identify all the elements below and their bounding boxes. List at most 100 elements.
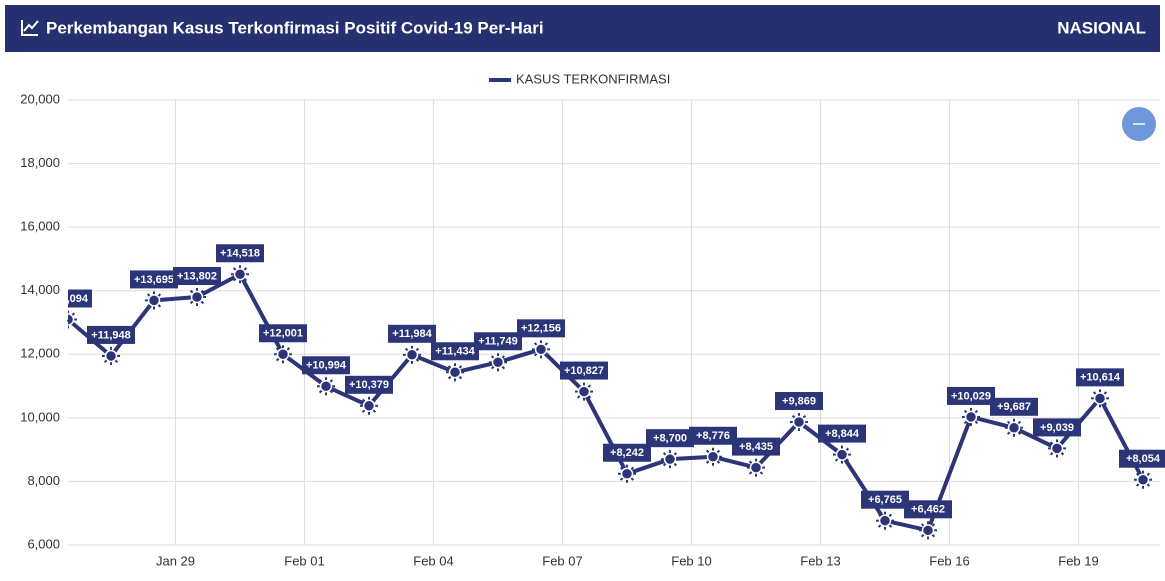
- value-label-box: [861, 490, 909, 509]
- point-marker: [1136, 473, 1150, 486]
- point-marker: [534, 343, 548, 356]
- y-tick-label: 10,000: [20, 409, 60, 424]
- value-label-box: [388, 324, 436, 343]
- y-tick-label: 20,000: [20, 91, 60, 106]
- x-tick-label: Feb 13: [800, 553, 840, 568]
- marker-spike: [68, 319, 69, 321]
- x-tick-label: Feb 16: [929, 553, 969, 568]
- value-label: +8,776: [696, 430, 730, 442]
- point-marker: [921, 524, 935, 537]
- x-tick-label: Jan 29: [156, 553, 195, 568]
- point-marker: [362, 399, 376, 413]
- point-marker: [276, 348, 290, 361]
- y-tick-label: 8,000: [27, 473, 60, 488]
- value-label-box: [302, 356, 350, 375]
- value-label-box: [216, 244, 264, 263]
- value-label: +8,435: [739, 441, 773, 453]
- value-label: +10,994: [306, 360, 347, 372]
- series-line: [66, 272, 1145, 533]
- value-label: +10,827: [564, 365, 604, 377]
- value-label-box: [345, 375, 393, 394]
- point-marker: [68, 313, 75, 326]
- point-marker: [405, 348, 419, 362]
- x-tick-label: Feb 04: [413, 553, 453, 568]
- value-label-box: [87, 325, 135, 344]
- value-label: +11,984: [392, 328, 432, 340]
- y-tick-label: 12,000: [20, 346, 60, 361]
- value-label-box: [560, 361, 608, 380]
- value-label: +8,844: [825, 428, 860, 440]
- value-label: +6,765: [868, 494, 902, 506]
- y-tick-label: 16,000: [20, 219, 60, 234]
- value-label: +8,054: [1126, 453, 1161, 465]
- point-marker: [749, 461, 763, 474]
- x-tick-label: Feb 07: [542, 553, 582, 568]
- value-label-box: [68, 289, 92, 308]
- point-marker: [964, 410, 978, 424]
- value-label: +11,948: [91, 329, 130, 341]
- value-label-box: [431, 342, 479, 361]
- value-label: +6,462: [911, 504, 945, 516]
- point-marker: [620, 467, 634, 480]
- point-marker: [1050, 442, 1064, 455]
- x-tick-label: Feb 10: [671, 553, 711, 568]
- value-label-box: [947, 386, 995, 405]
- x-tick-label: Feb 01: [284, 553, 324, 568]
- value-label-box: [259, 324, 307, 343]
- value-label-box: [689, 426, 737, 445]
- value-label: +14,518: [220, 248, 260, 260]
- value-labels: +13,094 +11,948 +13,695 +13,802+14,518 +12,0…: [48, 244, 1165, 540]
- value-label-box: [775, 392, 823, 411]
- value-label: +9,039: [1040, 422, 1074, 434]
- value-label-box: [990, 397, 1038, 416]
- value-label: +8,242: [610, 447, 644, 459]
- value-label-box: [173, 267, 221, 286]
- header-bar: [5, 5, 1160, 52]
- point-marker: [878, 514, 892, 527]
- value-label-box: [1076, 368, 1124, 387]
- header-scope: NASIONAL: [1057, 18, 1146, 37]
- value-label: +8,700: [653, 433, 687, 445]
- point-marker: [319, 380, 333, 393]
- value-label-box: [517, 319, 565, 338]
- point-marker: [104, 349, 118, 363]
- marker-spike: [68, 318, 69, 320]
- value-label-box: [1119, 449, 1165, 468]
- x-tick-label: Feb 19: [1058, 553, 1098, 568]
- value-label: +12,001: [263, 328, 303, 340]
- legend-label: KASUS TERKONFIRMASI: [516, 71, 670, 86]
- value-label: +9,687: [997, 401, 1031, 413]
- point-marker: [190, 290, 204, 304]
- value-label: +10,379: [349, 379, 389, 391]
- value-label: +13,695: [134, 274, 174, 286]
- point-marker: [448, 366, 462, 379]
- value-label-box: [646, 429, 694, 448]
- value-label: +9,869: [782, 395, 816, 407]
- value-label-box: [1033, 418, 1081, 437]
- point-marker: [792, 415, 806, 429]
- point-marker: [233, 267, 247, 281]
- value-label: +13,094: [48, 293, 89, 305]
- value-label-box: [818, 424, 866, 443]
- y-tick-label: 6,000: [27, 536, 60, 551]
- y-tick-label: 18,000: [20, 155, 60, 170]
- value-label-box: [603, 443, 651, 462]
- value-label-box: [732, 437, 780, 456]
- point-marker: [835, 448, 849, 461]
- chart-icon: [21, 20, 39, 36]
- point-marker: [1093, 392, 1107, 405]
- point-marker: [491, 356, 505, 369]
- value-label: +13,802: [177, 270, 217, 282]
- point-marker: [147, 294, 161, 307]
- header-title: Perkembangan Kasus Terkonfirmasi Positif…: [46, 18, 544, 37]
- value-label: +11,749: [478, 336, 517, 348]
- value-label-box: [904, 500, 952, 519]
- value-label-box: [130, 270, 178, 289]
- y-tick-label: 14,000: [20, 282, 60, 297]
- value-label: +11,434: [435, 346, 475, 358]
- point-marker: [663, 452, 677, 466]
- point-marker: [577, 385, 591, 398]
- value-label-box: [474, 332, 522, 351]
- value-label: +12,156: [521, 323, 561, 335]
